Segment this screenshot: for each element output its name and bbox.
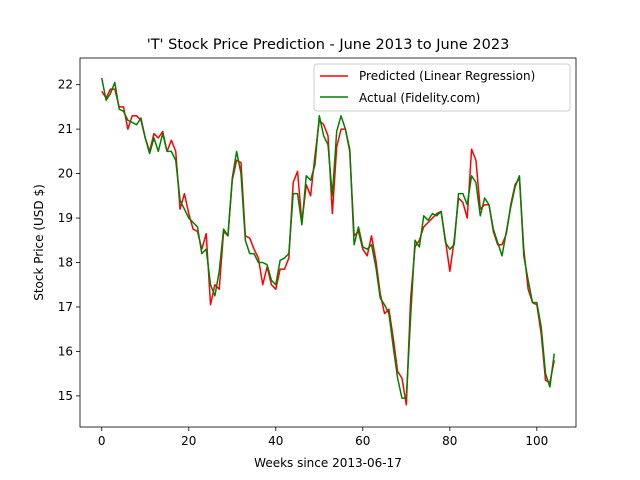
- x-axis: 0 20 40 60 80 100: [98, 427, 548, 448]
- legend-label-actual: Actual (Fidelity.com): [359, 91, 480, 105]
- legend-label-predicted: Predicted (Linear Regression): [359, 69, 535, 83]
- x-tick-label: 40: [268, 434, 283, 448]
- y-axis: 15 16 17 18 19 20 21 22: [58, 78, 80, 403]
- y-tick-label: 18: [58, 256, 73, 270]
- x-tick-label: 100: [525, 434, 548, 448]
- x-axis-label: Weeks since 2013-06-17: [254, 456, 402, 470]
- y-tick-label: 22: [58, 78, 73, 92]
- chart-title: 'T' Stock Price Prediction - June 2013 t…: [147, 37, 510, 53]
- x-tick-label: 0: [98, 434, 106, 448]
- series-line-actual: [101, 77, 555, 399]
- series-line-predicted: [101, 88, 555, 406]
- series-layer: [101, 77, 555, 406]
- x-tick-label: 60: [355, 434, 370, 448]
- y-tick-label: 16: [58, 344, 73, 358]
- y-axis-label: Stock Price (USD $): [32, 184, 46, 301]
- y-tick-label: 15: [58, 389, 73, 403]
- legend: Predicted (Linear Regression) Actual (Fi…: [313, 63, 571, 112]
- x-tick-label: 20: [181, 434, 196, 448]
- y-tick-label: 17: [58, 300, 73, 314]
- plot-frame: [79, 57, 577, 428]
- y-tick-label: 20: [58, 167, 73, 181]
- y-tick-label: 19: [58, 211, 73, 225]
- y-tick-label: 21: [58, 122, 73, 136]
- legend-box: [313, 63, 571, 112]
- x-tick-label: 80: [442, 434, 457, 448]
